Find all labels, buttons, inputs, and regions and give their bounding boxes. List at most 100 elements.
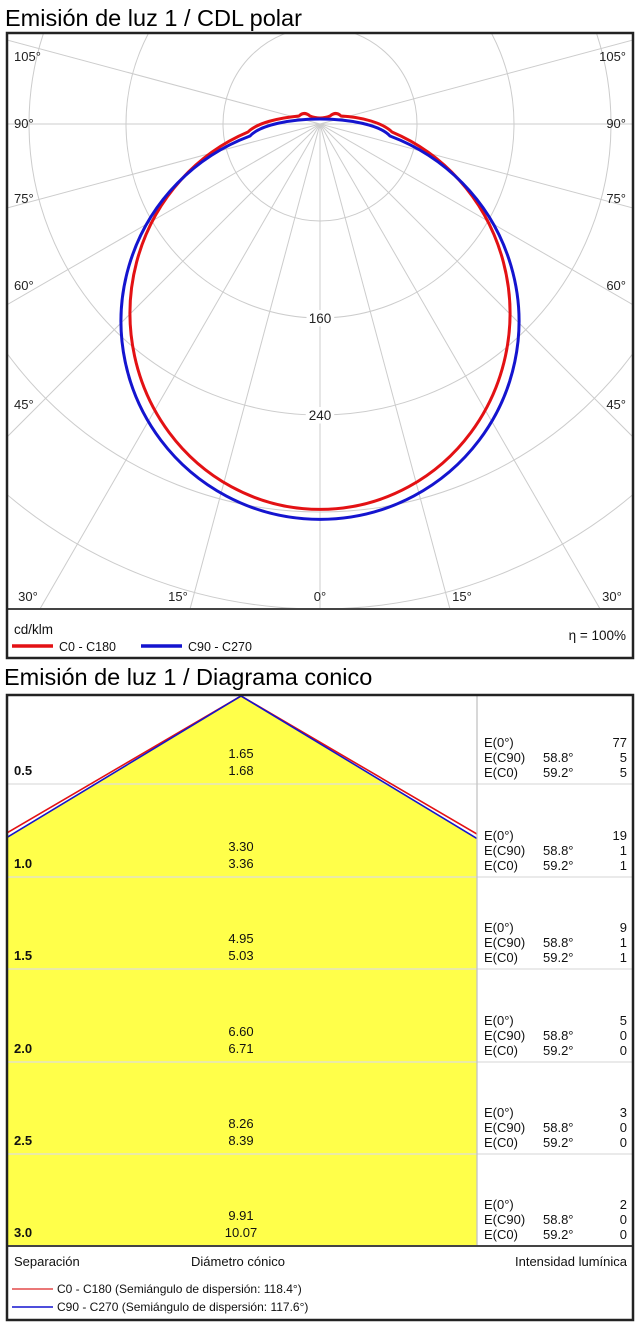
e0-value: 19 — [613, 828, 627, 843]
sep-label: 2.0 — [14, 1041, 32, 1056]
polar-grid — [8, 34, 632, 608]
angle-label-bottom-15L: 15° — [168, 589, 188, 604]
angle-label-left-75: 75° — [14, 191, 34, 206]
ec90-label: E(C90) — [484, 843, 525, 858]
cone-gridlines — [8, 783, 632, 1155]
ec90-angle: 58.8° — [543, 750, 574, 765]
angle-label-right-60: 60° — [606, 278, 626, 293]
polar-border — [5, 31, 635, 660]
diameter-2: 8.39 — [228, 1133, 253, 1148]
polar-chart: 160 240 105° 90° 75° 60° 45° 105° 90° 75… — [5, 31, 635, 660]
angle-label-bottom-30L: 30° — [18, 589, 38, 604]
ec90-angle: 58.8° — [543, 1120, 574, 1135]
sep-label: 0.5 — [14, 763, 32, 778]
ec90-angle: 58.8° — [543, 843, 574, 858]
ec90-angle: 58.8° — [543, 935, 574, 950]
polar-legend: cd/klm η = 100% C0 - C180 C90 - C270 — [12, 622, 626, 654]
footer-diameter-label: Diámetro cónico — [191, 1254, 285, 1269]
e0-label: E(0°) — [484, 828, 514, 843]
e0-label: E(0°) — [484, 1013, 514, 1028]
ec0-label: E(C0) — [484, 1043, 518, 1058]
curve-c90-c270 — [119, 117, 521, 521]
footer-intensity-label: Intensidad lumínica — [515, 1254, 628, 1269]
ec90-angle: 58.8° — [543, 1212, 574, 1227]
angle-label-left-105: 105° — [14, 49, 41, 64]
e0-value: 2 — [620, 1197, 627, 1212]
ec90-value: 5 — [620, 750, 627, 765]
polar-efficiency-label: η = 100% — [569, 628, 626, 643]
angle-label-left-45: 45° — [14, 397, 34, 412]
sep-label: 1.0 — [14, 856, 32, 871]
ec0-angle: 59.2° — [543, 1043, 574, 1058]
ec0-value: 5 — [620, 765, 627, 780]
ec90-value: 1 — [620, 935, 627, 950]
e0-value: 3 — [620, 1105, 627, 1120]
diameter-1: 8.26 — [228, 1116, 253, 1131]
ec0-label: E(C0) — [484, 950, 518, 965]
ec0-label: E(C0) — [484, 765, 518, 780]
angle-label-bottom-15R: 15° — [452, 589, 472, 604]
sep-label: 2.5 — [14, 1133, 32, 1148]
footer-separation-label: Separación — [14, 1254, 80, 1269]
ec90-label: E(C90) — [484, 750, 525, 765]
ec0-angle: 59.2° — [543, 1227, 574, 1242]
angle-label-right-45: 45° — [606, 397, 626, 412]
diameter-1: 1.65 — [228, 746, 253, 761]
ec0-value: 1 — [620, 858, 627, 873]
ec0-label: E(C0) — [484, 1135, 518, 1150]
ec0-label: E(C0) — [484, 1227, 518, 1242]
e0-label: E(0°) — [484, 735, 514, 750]
diameter-1: 3.30 — [228, 839, 253, 854]
ec90-label: E(C90) — [484, 1212, 525, 1227]
ec90-value: 0 — [620, 1120, 627, 1135]
cone-legend-c90-label: C90 - C270 (Semiángulo de dispersión: 11… — [57, 1300, 308, 1314]
radial-tick-240: 240 — [309, 408, 332, 423]
ec0-value: 0 — [620, 1043, 627, 1058]
ec0-angle: 59.2° — [543, 765, 574, 780]
polar-legend-c0-label: C0 - C180 — [59, 640, 116, 654]
e0-value: 77 — [613, 735, 627, 750]
ec90-label: E(C90) — [484, 1120, 525, 1135]
cone-border — [5, 693, 635, 1322]
ec0-label: E(C0) — [484, 858, 518, 873]
ec0-value: 0 — [620, 1227, 627, 1242]
cone-legend-c0-label: C0 - C180 (Semiángulo de dispersión: 118… — [57, 1282, 302, 1296]
polar-curves — [119, 112, 521, 521]
ec0-angle: 59.2° — [543, 950, 574, 965]
cone-footer: Separación Diámetro cónico Intensidad lu… — [12, 1254, 628, 1314]
e0-label: E(0°) — [484, 1197, 514, 1212]
diameter-2: 5.03 — [228, 948, 253, 963]
sep-label: 1.5 — [14, 948, 32, 963]
ec90-label: E(C90) — [484, 1028, 525, 1043]
ec0-value: 0 — [620, 1135, 627, 1150]
ec90-value: 0 — [620, 1212, 627, 1227]
diameter-2: 3.36 — [228, 856, 253, 871]
diameter-2: 1.68 — [228, 763, 253, 778]
e0-value: 9 — [620, 920, 627, 935]
angle-label-left-60: 60° — [14, 278, 34, 293]
diameter-1: 9.91 — [228, 1208, 253, 1223]
polar-legend-c90-label: C90 - C270 — [188, 640, 252, 654]
ec90-angle: 58.8° — [543, 1028, 574, 1043]
radial-tick-160: 160 — [309, 311, 332, 326]
cone-fill — [8, 696, 477, 1246]
polar-title: Emisión de luz 1 / CDL polar — [5, 5, 302, 31]
angle-label-right-90: 90° — [606, 116, 626, 131]
ec90-label: E(C90) — [484, 935, 525, 950]
cone-diagram: 0.5 1.65 1.68 E(0°) 77 E(C90) 58.8° 5 E(… — [5, 693, 635, 1322]
conical-title: Emisión de luz 1 / Diagrama conico — [4, 664, 372, 690]
ec0-angle: 59.2° — [543, 1135, 574, 1150]
angle-label-bottom-0: 0° — [314, 589, 326, 604]
e0-value: 5 — [620, 1013, 627, 1028]
polar-unit-label: cd/klm — [14, 622, 53, 637]
diameter-1: 4.95 — [228, 931, 253, 946]
e0-label: E(0°) — [484, 1105, 514, 1120]
ec90-value: 1 — [620, 843, 627, 858]
ec0-value: 1 — [620, 950, 627, 965]
angle-label-bottom-30R: 30° — [602, 589, 622, 604]
angle-label-right-75: 75° — [606, 191, 626, 206]
cone-shape — [8, 696, 477, 1246]
diameter-1: 6.60 — [228, 1024, 253, 1039]
ec0-angle: 59.2° — [543, 858, 574, 873]
